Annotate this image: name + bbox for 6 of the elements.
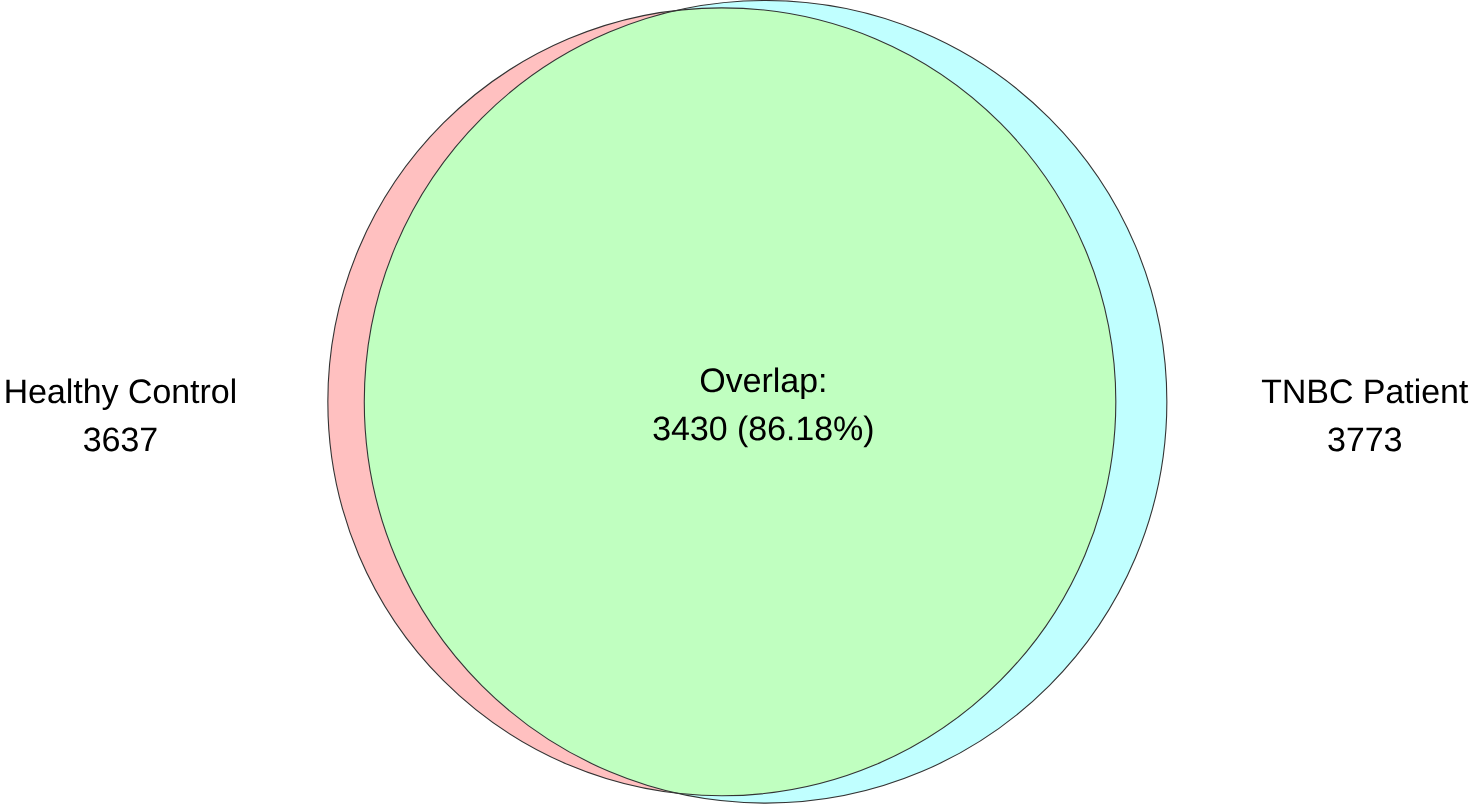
data-label: 3637 <box>84 427 157 452</box>
category-label: Healthy Control <box>6 378 235 411</box>
text: 3430 (86.18%) <box>653 415 873 448</box>
text: Overlap: <box>700 367 825 400</box>
data-label: 3773 <box>1328 427 1401 452</box>
category-label: TNBC Patient <box>1261 378 1469 404</box>
